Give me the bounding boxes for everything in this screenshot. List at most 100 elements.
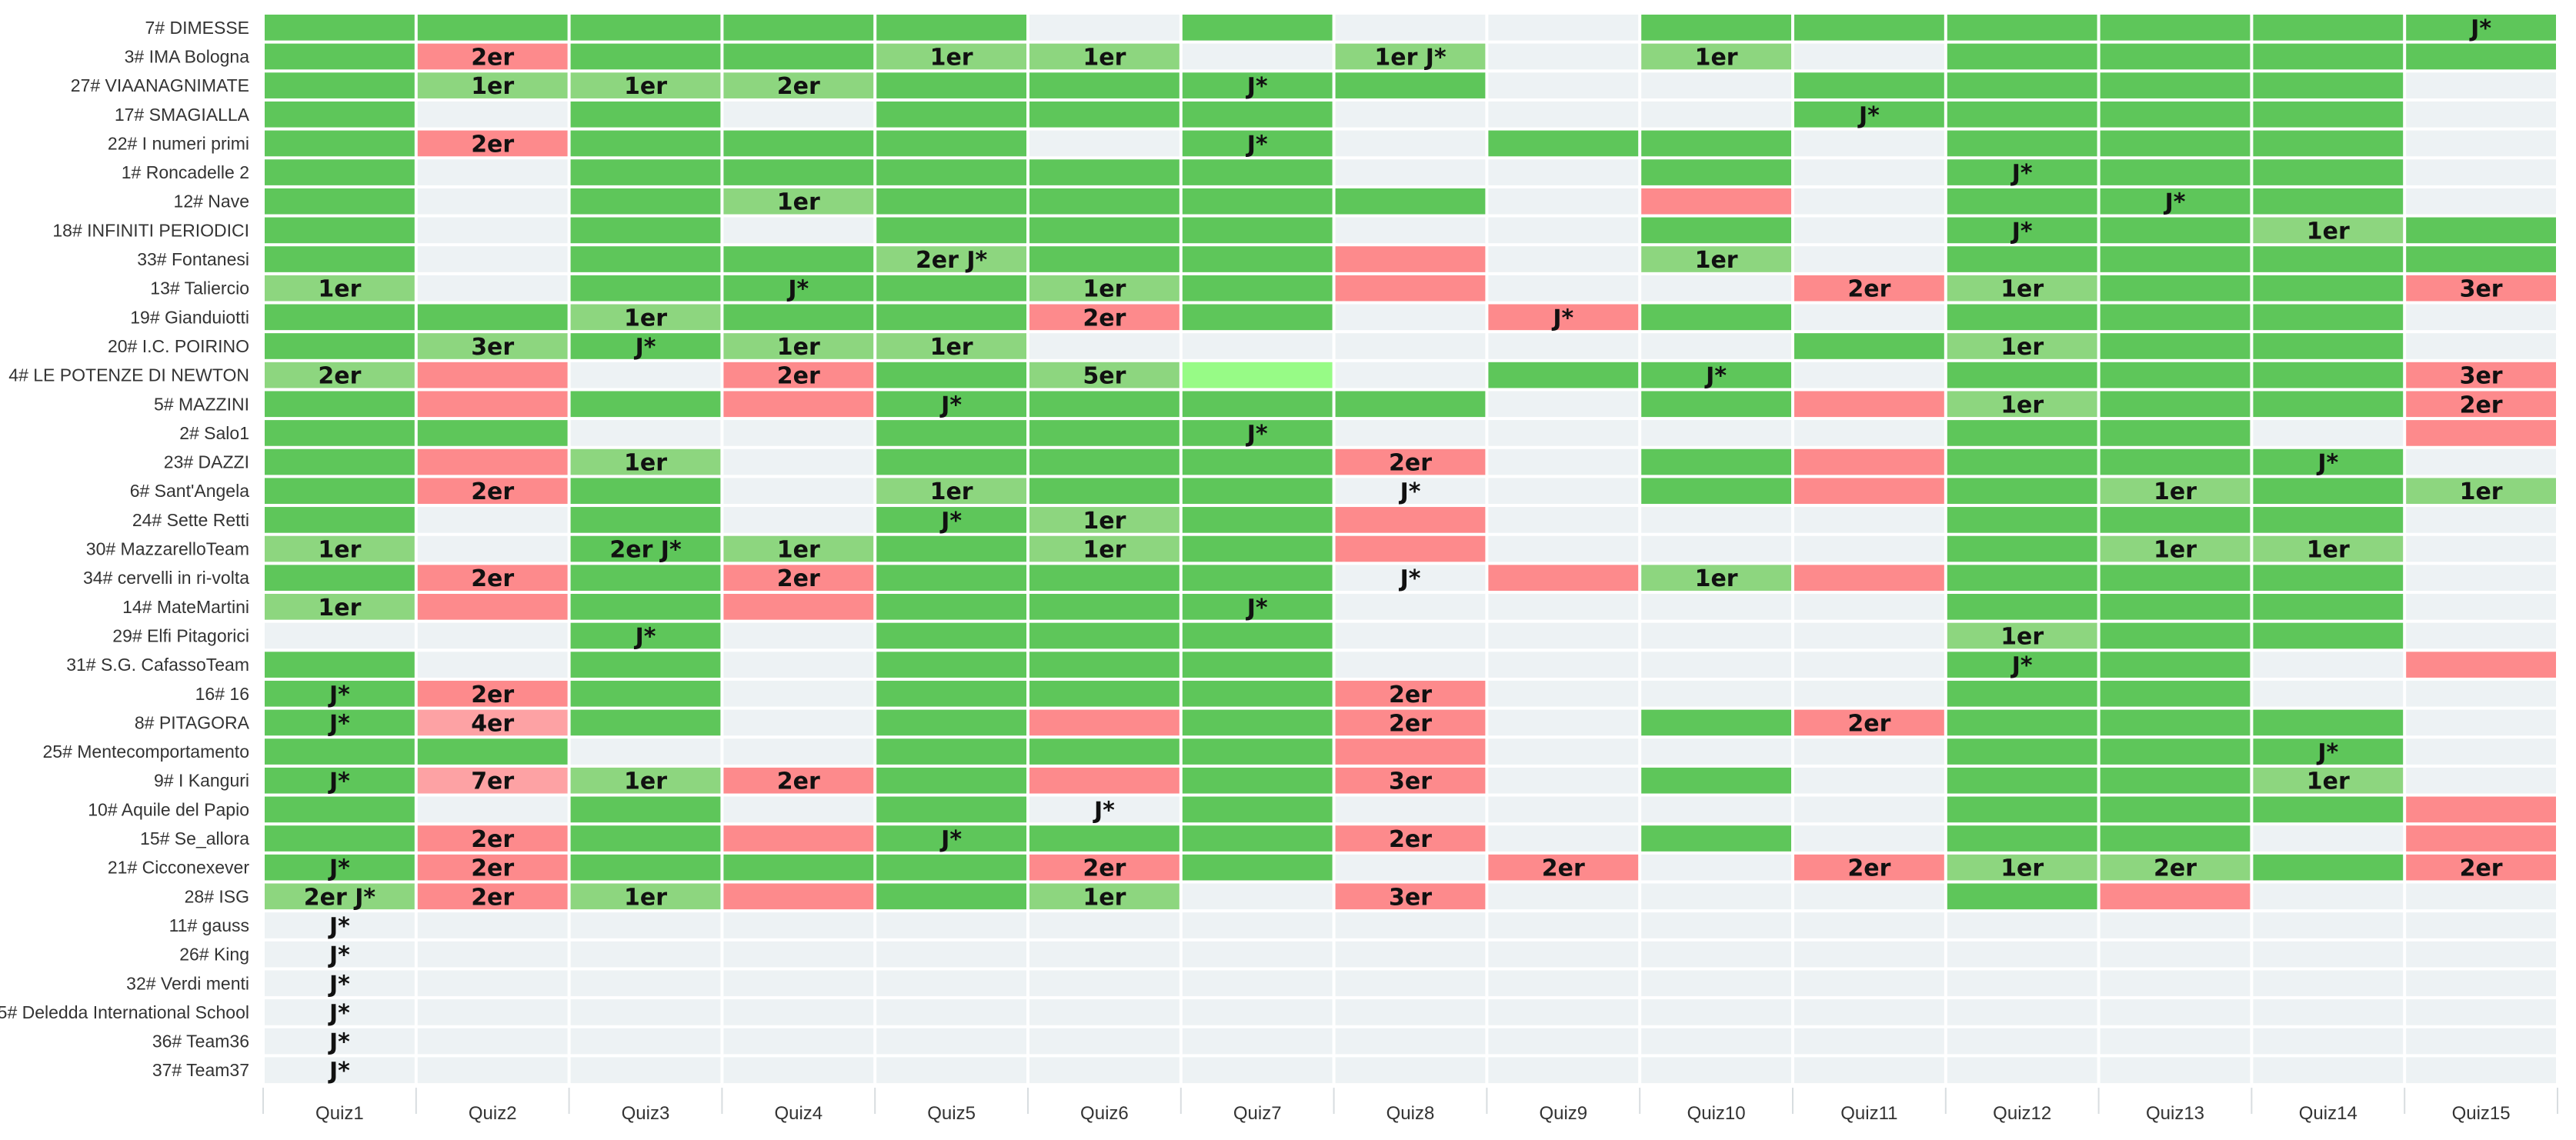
cell-label: 1er <box>318 276 361 303</box>
heatmap-cell <box>876 883 1026 910</box>
heatmap-cell <box>1641 912 1791 938</box>
heatmap-cell <box>2406 854 2556 881</box>
heatmap-cell <box>2100 912 2251 938</box>
heatmap-cell <box>1947 188 2097 215</box>
heatmap-cell <box>1488 594 1639 620</box>
heatmap-cell <box>1794 159 1944 185</box>
heatmap-cell <box>723 652 874 678</box>
heatmap-cell <box>570 333 721 359</box>
heatmap-cell <box>723 101 874 128</box>
cell-label: 1er <box>624 884 667 911</box>
heatmap-cell <box>1641 217 1791 244</box>
heatmap-cell <box>723 362 874 388</box>
heatmap-cell <box>1029 1057 1180 1084</box>
cell-label: 1er <box>930 334 973 361</box>
heatmap-cell <box>2100 738 2251 765</box>
heatmap-cell <box>1182 188 1333 215</box>
heatmap-cell <box>2253 101 2404 128</box>
heatmap-cell <box>1488 825 1639 852</box>
cell-label: J* <box>1399 478 1421 505</box>
heatmap-cell <box>1488 217 1639 244</box>
heatmap-cell <box>417 188 568 215</box>
heatmap-cell <box>570 188 721 215</box>
row-label: 5# MAZZINI <box>154 394 249 414</box>
heatmap-cell <box>723 448 874 475</box>
heatmap-cell <box>570 565 721 591</box>
heatmap-cell <box>1182 565 1333 591</box>
heatmap-cell <box>1488 159 1639 185</box>
heatmap-cell <box>570 709 721 736</box>
heatmap-cell <box>1794 622 1944 649</box>
heatmap-cell <box>723 825 874 852</box>
heatmap-cell <box>1641 796 1791 823</box>
heatmap-cell <box>1182 941 1333 968</box>
heatmap-cell <box>265 825 415 852</box>
column-label: Quiz14 <box>2299 1103 2357 1124</box>
heatmap-cell <box>1641 362 1791 388</box>
heatmap-cell <box>2100 507 2251 533</box>
heatmap-cell <box>1794 304 1944 331</box>
column-labels: Quiz1 Quiz2 Quiz3 Quiz4 Quiz5 Quiz6 Quiz7 Quiz8… <box>262 1088 2558 1124</box>
cell-label: 1er <box>930 44 973 71</box>
heatmap-cell <box>1947 159 2097 185</box>
heatmap-cell <box>1947 883 2097 910</box>
heatmap-cell <box>1641 130 1791 157</box>
column-label: Quiz11 <box>1840 1103 1897 1124</box>
heatmap-cell <box>265 912 415 938</box>
heatmap-cell <box>1794 15 1944 41</box>
heatmap-cell <box>417 246 568 272</box>
heatmap-cell <box>1182 709 1333 736</box>
heatmap-cell <box>1947 709 2097 736</box>
cell-label: 2er <box>1389 826 1432 853</box>
heatmap-cell <box>2100 188 2251 215</box>
heatmap-cell <box>1947 1028 2097 1055</box>
heatmap-cell <box>1641 448 1791 475</box>
heatmap-cell <box>1641 507 1791 533</box>
heatmap-cell <box>1335 883 1486 910</box>
cell-label: J* <box>1246 595 1268 622</box>
heatmap-cell <box>723 507 874 533</box>
heatmap-cell <box>417 970 568 997</box>
heatmap-cell <box>1182 130 1333 157</box>
heatmap-cell <box>570 478 721 505</box>
heatmap-cell <box>1182 594 1333 620</box>
heatmap-cell <box>876 391 1026 418</box>
heatmap-cell <box>723 854 874 881</box>
row-label: 33# Fontanesi <box>137 249 249 269</box>
heatmap-cell <box>1335 304 1486 331</box>
heatmap-cell <box>1182 912 1333 938</box>
cell-label: 1er <box>2000 623 2044 650</box>
heatmap-cell <box>417 738 568 765</box>
heatmap-cell <box>2406 391 2556 418</box>
heatmap-cell <box>1182 535 1333 562</box>
heatmap-cell <box>2406 275 2556 302</box>
cell-label: 2er <box>2154 855 2197 882</box>
heatmap-cell <box>265 622 415 649</box>
row-label: 18# INFINITI PERIODICI <box>52 220 249 240</box>
heatmap-cell <box>417 1057 568 1084</box>
cell-label: J* <box>328 971 350 998</box>
heatmap-cell <box>417 680 568 707</box>
heatmap-cell <box>1641 391 1791 418</box>
heatmap-cell <box>2406 652 2556 678</box>
heatmap-cell <box>1182 333 1333 359</box>
heatmap-cell <box>417 217 568 244</box>
cell-label: 2er <box>471 884 514 911</box>
heatmap-cell <box>265 1028 415 1055</box>
heatmap-cell <box>1947 970 2097 997</box>
heatmap-cell <box>570 970 721 997</box>
cell-label: J* <box>786 276 809 303</box>
heatmap-cell <box>417 652 568 678</box>
heatmap-cell <box>723 680 874 707</box>
heatmap-cell <box>417 594 568 620</box>
heatmap-cell <box>1488 970 1639 997</box>
heatmap-cell <box>265 304 415 331</box>
heatmap-cell <box>265 101 415 128</box>
cell-label: 1er <box>777 189 820 216</box>
heatmap-cell <box>417 507 568 533</box>
cell-label: 2er <box>471 682 514 708</box>
cell-label: J* <box>1857 102 1880 129</box>
heatmap-cell <box>1029 941 1180 968</box>
